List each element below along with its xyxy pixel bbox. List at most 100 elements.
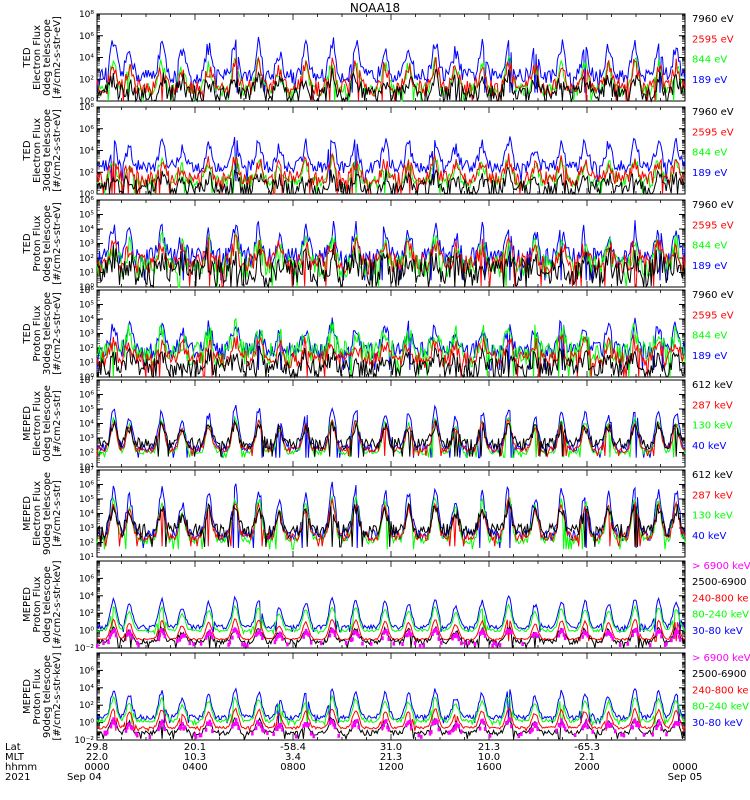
y-axis-label-line: [#/cm2-s-str-eV] — [52, 16, 63, 99]
y-tick-label: 10⁴ — [79, 315, 94, 325]
series-magenta-point — [254, 632, 258, 637]
y-tick-label: 10⁶ — [79, 391, 94, 401]
series-magenta-point — [354, 630, 358, 635]
series-magenta-point — [204, 635, 208, 640]
series-magenta-point — [107, 640, 110, 645]
series-magenta-point — [482, 631, 486, 636]
series-magenta-point — [491, 643, 494, 648]
y-tick-label: 10⁶ — [79, 32, 94, 42]
series-magenta-point — [433, 628, 437, 633]
series-magenta-point — [261, 727, 264, 732]
series-magenta-point — [460, 729, 463, 734]
y-tick-label: 10² — [79, 609, 94, 619]
series-magenta-point — [636, 631, 639, 636]
legend-entry: 287 keV — [692, 490, 733, 501]
legend-entry: 2595 eV — [692, 127, 734, 138]
series-magenta-point — [369, 641, 373, 646]
series-magenta-point — [332, 629, 335, 634]
footer-value: 31.0 — [380, 742, 402, 753]
series-magenta-point — [127, 722, 130, 727]
panel-4: 10⁰ 10¹ 10² 10³ 10⁴ 10⁵ 10⁶ TED Proton Flux 30deg… — [22, 286, 734, 383]
y-tick-label: 10⁶ — [79, 286, 94, 296]
series-magenta-point — [126, 725, 129, 730]
series-magenta-point — [294, 734, 298, 739]
series-magenta-point — [660, 726, 663, 731]
series-magenta-point — [129, 632, 133, 637]
y-axis-label-line: MEPED — [22, 406, 33, 441]
y-axis-label-line: Proton Flux — [32, 215, 43, 271]
y-axis-label: TED Proton Flux 0deg telescope [#/cm2-s-str… — [22, 202, 63, 285]
series-magenta-point — [126, 632, 129, 637]
y-tick-label: 10⁷ — [79, 466, 94, 476]
series-magenta-point — [473, 642, 477, 647]
series-magenta-point — [495, 642, 498, 647]
series-magenta-point — [286, 642, 289, 647]
series-magenta-point — [381, 636, 384, 641]
series-magenta-point — [561, 628, 564, 633]
series-magenta-point — [209, 722, 213, 727]
series-magenta-point — [111, 630, 114, 635]
series-magenta-point — [157, 727, 160, 732]
panel-2: 10⁰ 10² 10⁴ 10⁶ 10⁸ TED Electron Flux 30deg tel… — [22, 103, 734, 200]
legend-entry: 844 eV — [692, 148, 727, 159]
series-blue — [96, 687, 686, 726]
series-magenta-point — [392, 641, 396, 646]
series-magenta-point — [236, 721, 239, 726]
series-magenta-point — [109, 724, 113, 729]
series-magenta-point — [233, 627, 237, 632]
series-magenta-point — [557, 633, 561, 638]
series-magenta-point — [607, 723, 611, 728]
series-magenta-point — [109, 632, 113, 637]
series-magenta-point — [331, 628, 334, 633]
series-magenta-point — [663, 642, 667, 647]
series-magenta-point — [163, 634, 167, 639]
series-magenta-point — [678, 637, 682, 642]
series-magenta-point — [613, 729, 617, 734]
legend-entry: > 6900 keV — [692, 653, 750, 664]
series-magenta-point — [193, 732, 197, 737]
series-magenta-point — [635, 723, 638, 728]
series-magenta-point — [258, 722, 262, 727]
series-magenta-point — [557, 722, 561, 727]
series-magenta-point — [262, 728, 265, 733]
series-magenta-point — [585, 720, 588, 725]
series-magenta-point — [352, 721, 355, 726]
series-magenta-point — [417, 733, 421, 738]
series-magenta-point — [231, 635, 234, 640]
legend-entry: 189 eV — [692, 351, 727, 362]
series-magenta-point — [204, 727, 208, 732]
series-magenta-point — [328, 633, 332, 638]
series-magenta-point — [608, 723, 612, 728]
series-magenta-point — [237, 634, 240, 639]
series-magenta-point — [431, 631, 434, 636]
y-tick-label: 10⁰ — [79, 373, 94, 383]
y-axis-label-line: 0deg telescope — [42, 205, 53, 282]
series-magenta-point — [676, 630, 679, 635]
series-magenta-point — [384, 719, 388, 724]
series-magenta-point — [124, 728, 128, 733]
series-magenta-point — [488, 733, 492, 738]
series-magenta-point — [344, 640, 348, 645]
series-magenta-point — [131, 635, 134, 640]
y-axis-label-line: [#/cm2-s-str] — [52, 390, 63, 457]
series-magenta-point — [492, 641, 496, 646]
y-axis-label-line: 90deg telescope — [42, 472, 53, 555]
series-magenta-point — [279, 722, 283, 727]
y-tick-label: 10⁵ — [79, 211, 94, 221]
series-magenta-point — [309, 640, 313, 645]
series-green — [96, 603, 686, 636]
series-black — [96, 345, 686, 379]
series-magenta-point — [261, 635, 264, 640]
series-black — [96, 244, 686, 289]
series-magenta-point — [256, 720, 259, 725]
series-magenta-point — [281, 727, 284, 732]
series-magenta-point — [533, 631, 537, 636]
series-magenta-point — [274, 726, 278, 731]
series-magenta-point — [259, 724, 263, 729]
series-magenta-point — [259, 632, 263, 637]
series-magenta-point — [531, 633, 534, 638]
series-magenta-point — [583, 631, 587, 636]
series-magenta-point — [361, 641, 364, 646]
series-magenta-point — [660, 634, 663, 639]
series-magenta-point — [561, 721, 564, 726]
